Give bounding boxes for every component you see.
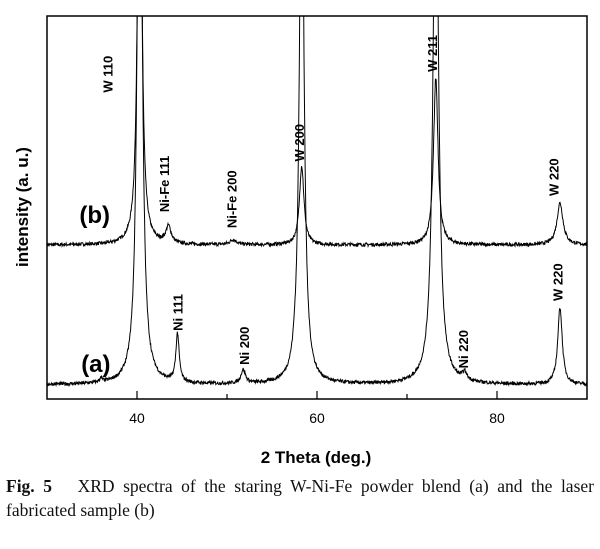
x-axis-label: 2 Theta (deg.) <box>261 448 372 467</box>
caption-text: XRD spectra of the staring W-Ni-Fe powde… <box>6 476 594 520</box>
peak-label: W 200 <box>292 124 307 162</box>
figure-caption: Fig. 5 XRD spectra of the staring W-Ni-F… <box>6 474 594 522</box>
peak-label: Ni-Fe 111 <box>157 156 172 212</box>
peak-label: Ni 200 <box>237 327 252 365</box>
series-label: (b) <box>79 202 110 229</box>
x-tick-label: 60 <box>309 410 325 426</box>
spectrum-line-b <box>47 16 587 249</box>
spectrum-line-a <box>47 16 587 388</box>
caption-label: Fig. 5 <box>6 476 52 496</box>
xrd-chart: 40 60 80 (b) (a) W 110 Ni-Fe 111 Ni-Fe 200 W 20… <box>13 15 588 467</box>
peak-label: Ni 220 <box>456 330 471 368</box>
x-tick-label: 40 <box>129 410 145 426</box>
plot-frame <box>46 15 588 400</box>
x-tick-label: 80 <box>489 410 505 426</box>
peak-label: Ni 111 <box>171 294 186 331</box>
peak-label: W 220 <box>550 263 565 301</box>
peak-label: Ni-Fe 200 <box>225 170 240 228</box>
y-axis-label: intensity (a. u.) <box>13 147 32 267</box>
peak-label: W 220 <box>547 158 562 196</box>
peak-label: W 110 <box>100 56 115 93</box>
series-label: (a) <box>81 351 110 378</box>
peak-label: W 211 <box>425 35 440 72</box>
